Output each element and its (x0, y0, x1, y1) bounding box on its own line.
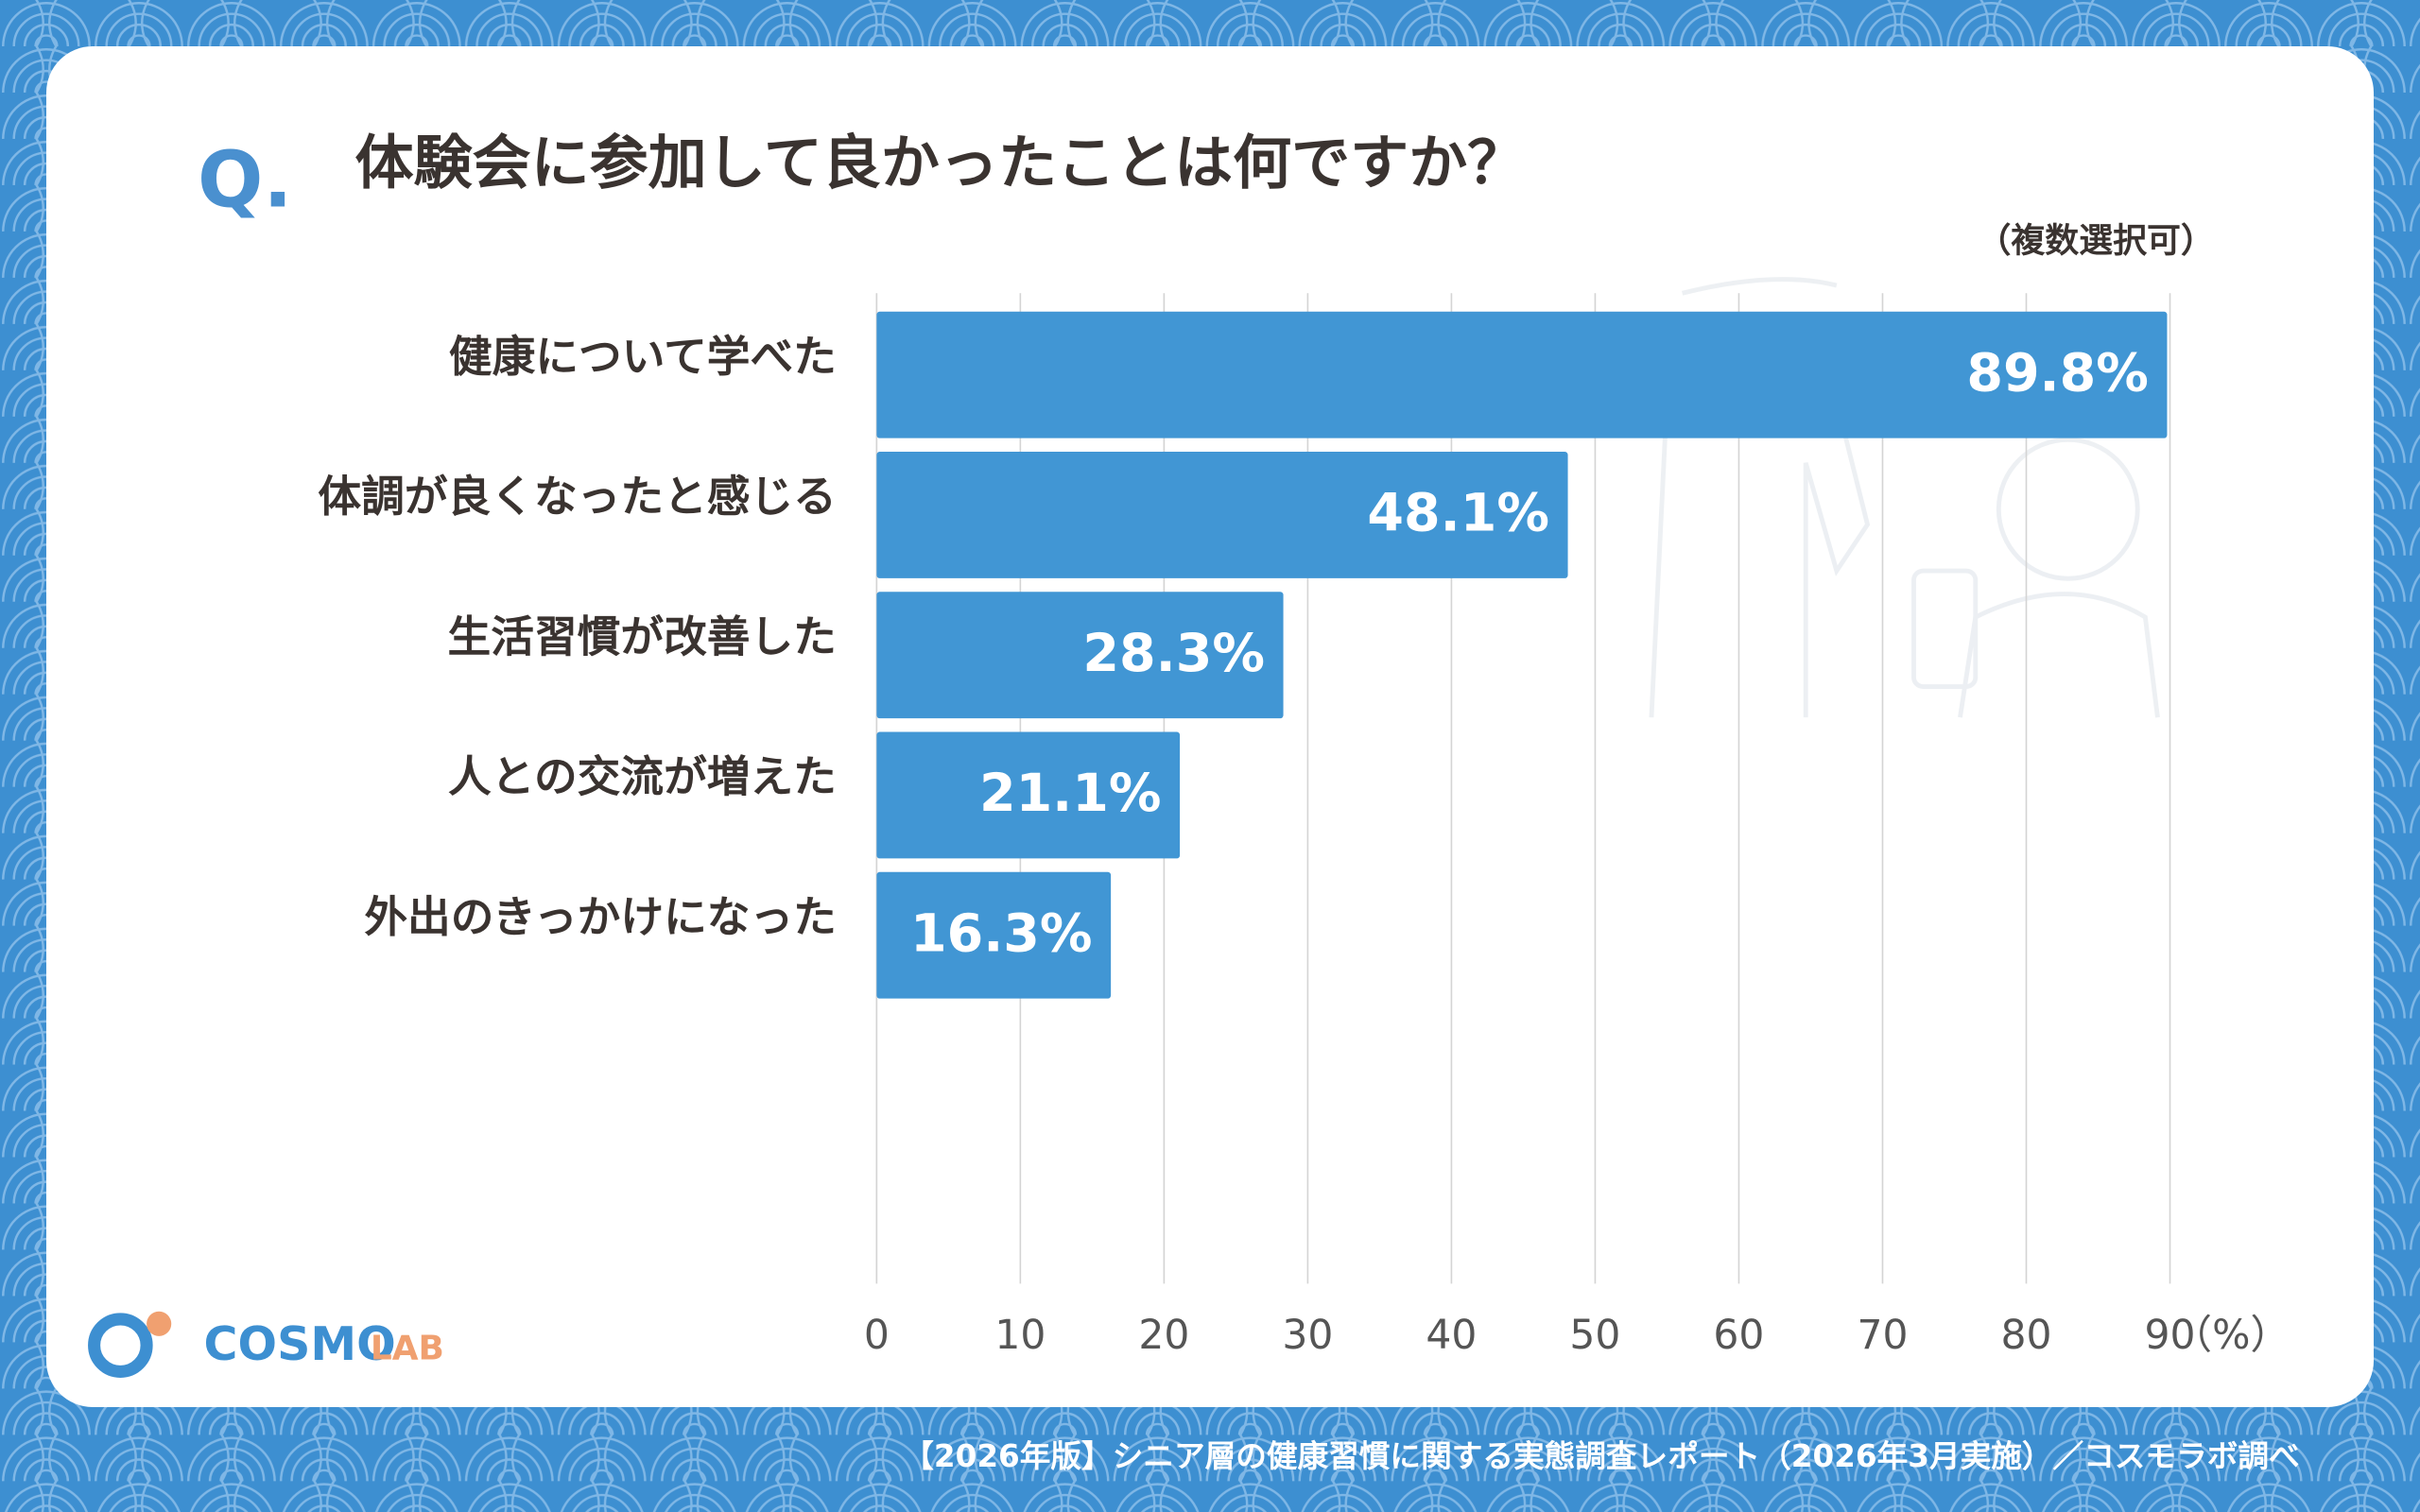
x-unit: （%） (2172, 1313, 2290, 1359)
value-label: 28.3% (1082, 623, 1265, 684)
y-tick-label: 健康について学べた (449, 332, 837, 382)
footer: 【2026年版】シニア層の健康習慣に関する実態調査レポート（2026年3月実施）… (903, 1438, 2299, 1474)
x-tick-label: 60 (1713, 1313, 1764, 1359)
x-tick-label: 10 (994, 1313, 1046, 1359)
x-tick-label: 0 (864, 1313, 890, 1359)
plot: 0 10 20 30 40 50 60 70 80 90 健康について学べた 89.8% 体調が良くなっ… (318, 293, 2196, 1359)
logo: COSMO LAB (88, 1311, 444, 1378)
bar (876, 731, 1181, 859)
logo-sub: LAB (371, 1330, 444, 1368)
y-tick-label: 人との交流が増えた (448, 752, 837, 802)
logo-icon (147, 1311, 172, 1336)
y-tick-label: 外出のきっかけになった (364, 892, 837, 942)
x-tick-label: 40 (1426, 1313, 1477, 1359)
bar (876, 311, 2168, 438)
y-tick-label: 生活習慣が改善した (448, 611, 837, 662)
logo-icon (88, 1313, 153, 1378)
logo-main: COSMO (204, 1317, 396, 1371)
bar (876, 452, 1568, 578)
chart-title: 体験会に参加して良かったことは何ですか？ (355, 128, 1527, 197)
x-tick-label: 80 (2000, 1313, 2051, 1359)
x-tick-label: 70 (1857, 1313, 1908, 1359)
x-tick-label: 50 (1569, 1313, 1620, 1359)
value-label: 21.1% (979, 763, 1162, 824)
bar (876, 871, 1112, 999)
x-tick-label: 20 (1138, 1313, 1189, 1359)
value-label: 89.8% (1966, 343, 2149, 404)
value-label: 16.3% (910, 902, 1093, 964)
x-tick-label: 90 (2145, 1313, 2196, 1359)
y-tick-label: 体調が良くなったと感じる (318, 472, 836, 522)
x-tick-label: 30 (1282, 1313, 1333, 1359)
subtitle: （複数選択可） (1977, 221, 2214, 260)
value-label: 48.1% (1367, 483, 1549, 544)
bar (876, 592, 1284, 719)
title-prefix: Q. (198, 135, 292, 225)
